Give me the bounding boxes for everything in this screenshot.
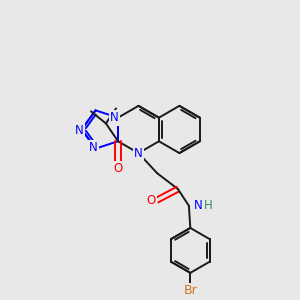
Text: N: N (110, 111, 119, 124)
Text: N: N (75, 124, 84, 137)
Text: N: N (134, 147, 143, 160)
Text: H: H (204, 199, 212, 212)
Text: O: O (113, 162, 123, 175)
Text: Br: Br (183, 284, 197, 297)
Text: O: O (146, 194, 155, 206)
Text: N: N (89, 141, 98, 154)
Text: N: N (194, 199, 203, 212)
